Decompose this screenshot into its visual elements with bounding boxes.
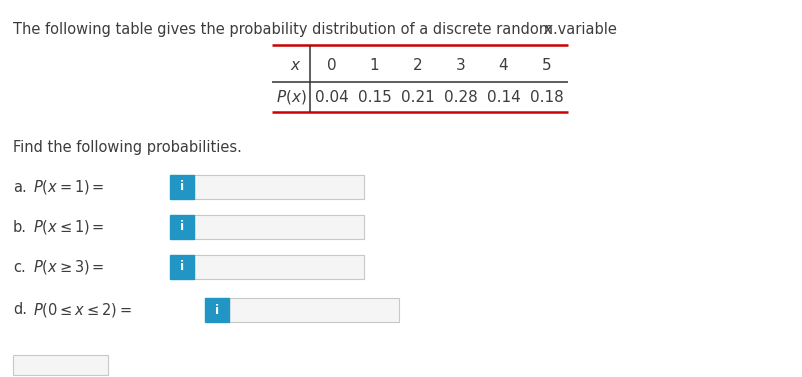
FancyBboxPatch shape: [170, 215, 194, 239]
Text: 0.18: 0.18: [529, 89, 563, 104]
Text: a.: a.: [13, 179, 26, 195]
Text: 5: 5: [541, 58, 551, 72]
Text: b.: b.: [13, 219, 27, 234]
Text: 0.21: 0.21: [400, 89, 434, 104]
Text: i: i: [215, 303, 219, 317]
Text: The following table gives the probability distribution of a discrete random vari: The following table gives the probabilit…: [13, 22, 621, 37]
Text: $P(x \geq 3) =$: $P(x \geq 3) =$: [33, 258, 104, 276]
Text: $P(0 \leq x \leq 2) =$: $P(0 \leq x \leq 2) =$: [33, 301, 132, 319]
FancyBboxPatch shape: [194, 175, 363, 199]
FancyBboxPatch shape: [170, 255, 194, 279]
FancyBboxPatch shape: [194, 215, 363, 239]
Text: 3: 3: [455, 58, 465, 72]
Text: Find the following probabilities.: Find the following probabilities.: [13, 140, 241, 155]
Text: i: i: [180, 181, 184, 193]
Text: c.: c.: [13, 259, 26, 274]
FancyBboxPatch shape: [205, 298, 229, 322]
Text: $x$: $x$: [290, 58, 302, 72]
Text: 0.04: 0.04: [314, 89, 348, 104]
Text: i: i: [180, 261, 184, 273]
FancyBboxPatch shape: [194, 255, 363, 279]
Text: i: i: [180, 221, 184, 233]
Text: 0.28: 0.28: [443, 89, 476, 104]
Text: $\mathit{x}$.: $\mathit{x}$.: [542, 22, 557, 37]
Text: d.: d.: [13, 302, 27, 317]
Text: 1: 1: [369, 58, 379, 72]
FancyBboxPatch shape: [229, 298, 399, 322]
Text: $P(x = 1) =$: $P(x = 1) =$: [33, 178, 104, 196]
Text: 0: 0: [326, 58, 336, 72]
Text: 2: 2: [412, 58, 422, 72]
Text: 0.14: 0.14: [486, 89, 520, 104]
Text: $P(x \leq 1) =$: $P(x \leq 1) =$: [33, 218, 104, 236]
FancyBboxPatch shape: [170, 175, 194, 199]
Text: $P(x)$: $P(x)$: [276, 88, 306, 106]
Text: 0.15: 0.15: [357, 89, 391, 104]
FancyBboxPatch shape: [13, 355, 107, 375]
Text: 4: 4: [498, 58, 508, 72]
